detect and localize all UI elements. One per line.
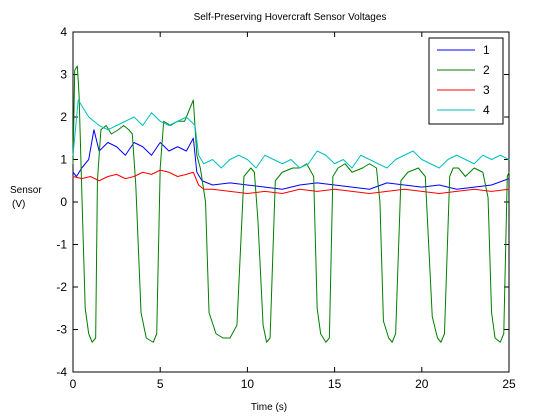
series-3-line bbox=[72, 169, 510, 194]
legend: 1 2 3 4 bbox=[428, 37, 504, 125]
legend-label-series-1: 1 bbox=[483, 43, 490, 57]
y-axis-label-line-2: (V) bbox=[12, 199, 25, 210]
x-tick-label: 25 bbox=[502, 377, 516, 391]
y-tick-label: -4 bbox=[56, 365, 67, 379]
series-2-line bbox=[72, 65, 510, 343]
y-tick-label: 4 bbox=[60, 25, 67, 39]
y-tick-label: -1 bbox=[56, 238, 67, 252]
y-tick-label: 2 bbox=[60, 110, 67, 124]
chart-title: Self-Preserving Hovercraft Sensor Voltag… bbox=[194, 12, 387, 23]
x-axis-label: Time (s) bbox=[251, 402, 287, 413]
legend-label-series-2: 2 bbox=[483, 63, 490, 77]
x-tick-label: 10 bbox=[241, 377, 255, 391]
legend-box bbox=[428, 37, 504, 125]
y-tick-label: 1 bbox=[60, 153, 67, 167]
y-tick-label: 3 bbox=[60, 68, 67, 82]
y-tick-label: 0 bbox=[60, 195, 67, 209]
x-tick-label: 0 bbox=[70, 377, 77, 391]
x-tick-label: 5 bbox=[157, 377, 164, 391]
y-axis-label-line-1: Sensor bbox=[10, 185, 42, 196]
series-group bbox=[72, 65, 510, 343]
y-tick-label: -2 bbox=[56, 280, 67, 294]
series-4-line bbox=[72, 99, 510, 169]
legend-label-series-3: 3 bbox=[483, 83, 490, 97]
x-tick-label: 20 bbox=[415, 377, 429, 391]
y-tick-label: -3 bbox=[56, 323, 67, 337]
legend-label-series-4: 4 bbox=[483, 103, 490, 117]
x-tick-label: 15 bbox=[328, 377, 342, 391]
